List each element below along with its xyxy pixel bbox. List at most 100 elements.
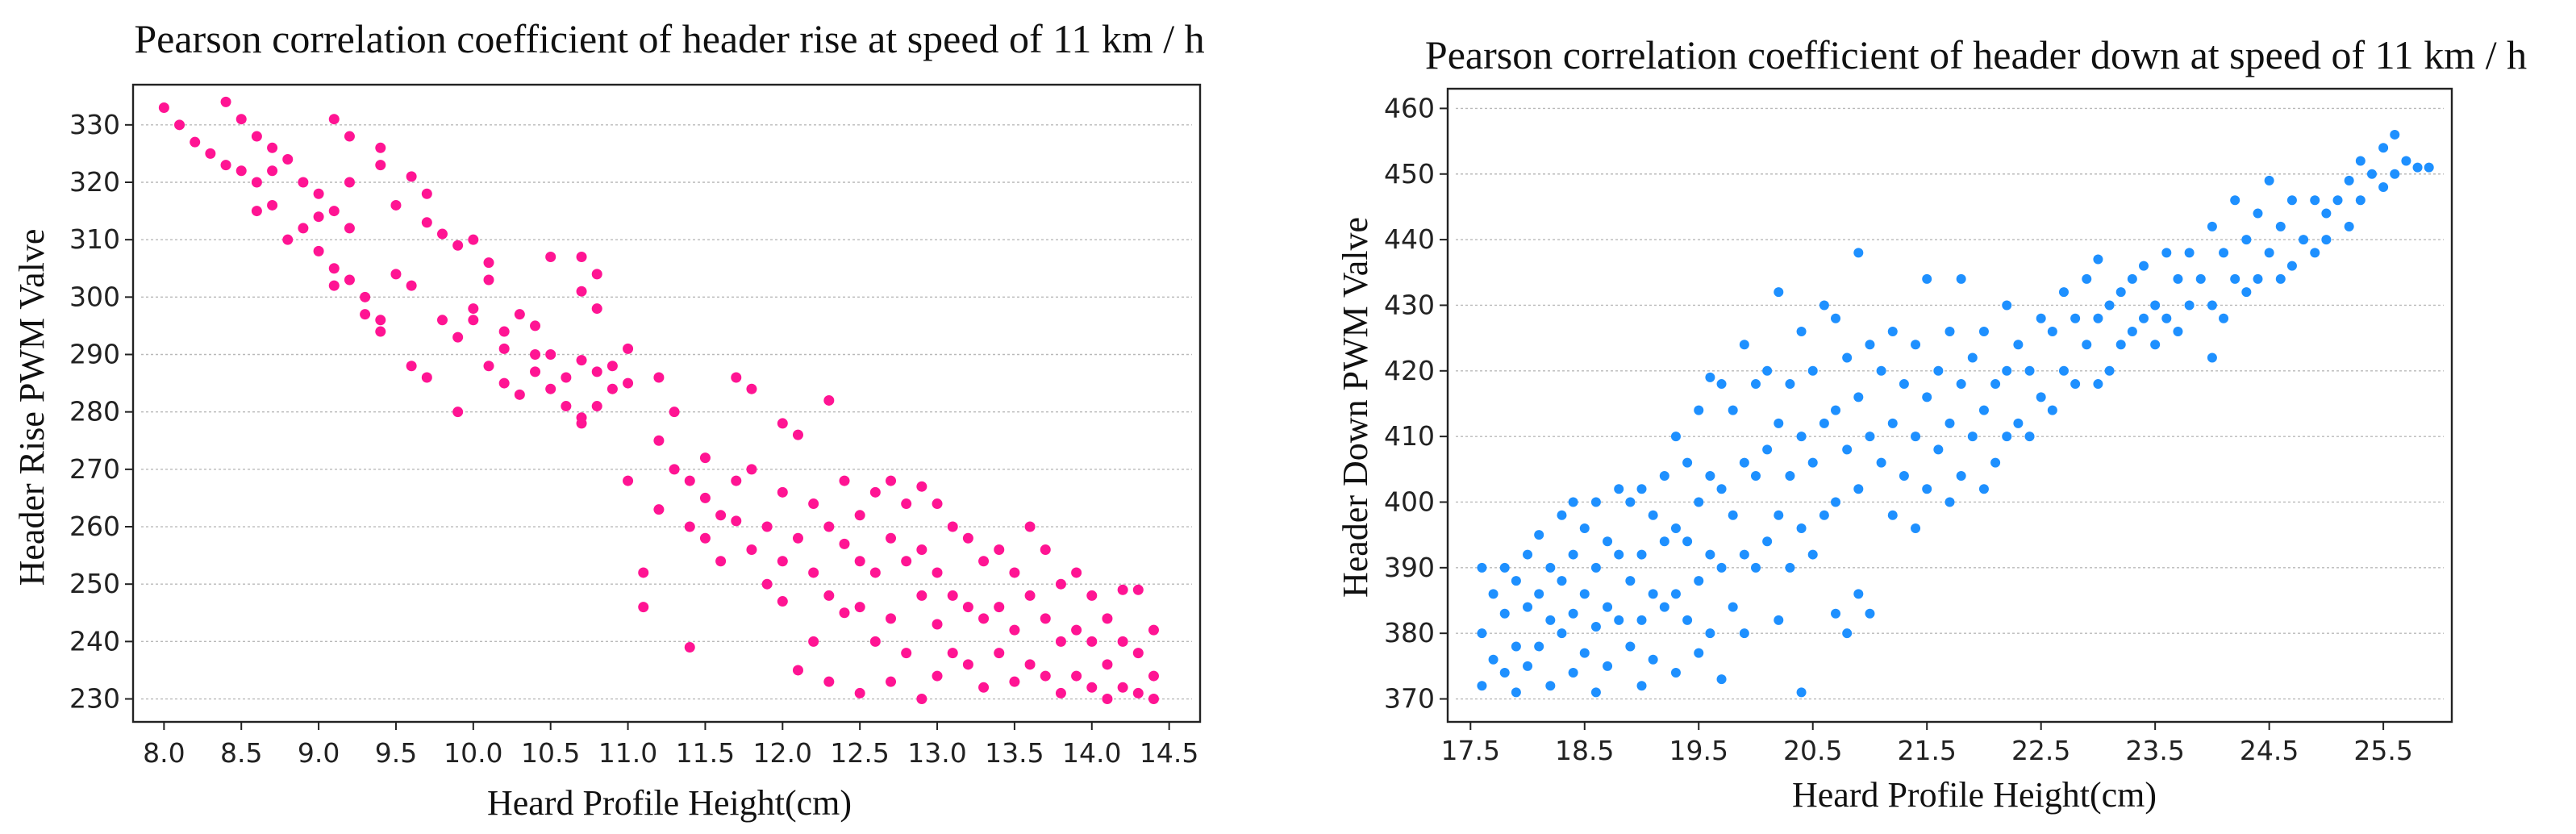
data-point xyxy=(1774,418,1784,428)
data-point xyxy=(1511,687,1521,698)
data-point xyxy=(653,504,665,515)
data-point xyxy=(1762,365,1773,376)
data-point xyxy=(1102,613,1113,624)
data-point xyxy=(1728,405,1738,415)
data-point xyxy=(823,521,835,532)
data-point xyxy=(1117,636,1128,647)
data-point xyxy=(653,435,665,446)
data-point xyxy=(777,556,788,567)
data-point xyxy=(746,544,757,555)
data-point xyxy=(808,636,819,647)
y-tick-label: 320 xyxy=(69,166,120,198)
data-point xyxy=(2013,340,2024,350)
data-point xyxy=(2230,273,2240,284)
data-point xyxy=(1488,589,1498,599)
data-point xyxy=(514,389,525,400)
data-point xyxy=(468,303,479,315)
data-point xyxy=(591,303,602,315)
data-point xyxy=(1762,536,1773,547)
data-point xyxy=(421,188,432,199)
data-point xyxy=(1978,405,1989,415)
data-point xyxy=(962,659,973,670)
data-point xyxy=(576,252,587,263)
x-axis-label: Heard Profile Height(cm) xyxy=(1792,775,2157,815)
data-point xyxy=(1796,326,1807,336)
data-point xyxy=(2070,313,2081,323)
data-point xyxy=(901,648,912,659)
data-point xyxy=(1603,661,1613,671)
data-point xyxy=(2002,432,2012,442)
x-tick-label: 18.5 xyxy=(1555,735,1614,766)
data-point xyxy=(623,343,634,354)
data-point xyxy=(591,366,602,377)
data-point xyxy=(1978,326,1989,336)
data-point xyxy=(436,228,448,240)
data-point xyxy=(190,136,201,148)
data-point xyxy=(2115,340,2126,350)
data-point xyxy=(1579,648,1590,658)
data-point xyxy=(313,245,324,256)
data-point xyxy=(2219,248,2229,258)
plot-frame xyxy=(1446,87,2453,723)
data-point xyxy=(1102,659,1113,670)
data-point xyxy=(2355,156,2366,166)
data-point xyxy=(623,475,634,486)
data-point xyxy=(1071,567,1082,578)
data-point xyxy=(653,372,665,383)
data-point xyxy=(1148,670,1159,682)
data-point xyxy=(1148,694,1159,705)
data-point xyxy=(236,165,247,177)
data-point xyxy=(251,131,262,142)
data-point xyxy=(699,452,711,464)
x-tick-label: 9.5 xyxy=(375,737,417,769)
data-point xyxy=(1911,340,1921,350)
data-point xyxy=(1716,674,1727,685)
data-point xyxy=(1774,510,1784,520)
data-point xyxy=(2366,169,2377,179)
data-point xyxy=(962,602,973,613)
data-point xyxy=(1876,457,1886,468)
data-point xyxy=(1614,549,1624,560)
data-point xyxy=(406,171,417,182)
data-point xyxy=(205,148,216,159)
data-point xyxy=(2058,365,2069,376)
data-point xyxy=(1853,589,1864,599)
data-point xyxy=(2378,143,2389,153)
data-point xyxy=(2093,313,2103,323)
x-tick-label: 11.5 xyxy=(676,737,735,769)
data-point xyxy=(2344,175,2354,186)
data-point xyxy=(777,596,788,607)
y-tick-label: 270 xyxy=(69,453,120,485)
data-point xyxy=(2150,340,2161,350)
x-tick-label: 8.0 xyxy=(143,737,185,769)
data-point xyxy=(2036,313,2046,323)
data-point xyxy=(1148,624,1159,636)
data-point xyxy=(344,223,355,234)
data-point xyxy=(1659,536,1669,547)
data-point xyxy=(1694,405,1704,415)
data-point xyxy=(561,372,572,383)
data-point xyxy=(2036,392,2046,402)
data-point xyxy=(684,641,695,653)
data-point xyxy=(1040,544,1051,555)
data-point xyxy=(1785,379,1795,390)
data-point xyxy=(1865,608,1875,619)
data-point xyxy=(1819,510,1829,520)
y-axis-label: Header Rise PWM Valve xyxy=(12,229,52,586)
data-point xyxy=(932,498,943,510)
data-point xyxy=(669,464,680,475)
data-point xyxy=(1842,352,1853,363)
data-point xyxy=(1086,682,1098,693)
data-point xyxy=(1819,418,1829,428)
data-point xyxy=(483,361,494,372)
data-point xyxy=(1590,562,1601,573)
data-point xyxy=(1579,589,1590,599)
data-point xyxy=(2002,300,2012,311)
data-point xyxy=(1785,470,1795,481)
data-point xyxy=(1086,590,1098,601)
data-point xyxy=(220,160,231,171)
data-point xyxy=(2332,195,2343,206)
y-tick-label: 250 xyxy=(69,568,120,599)
data-point xyxy=(1831,405,1841,415)
data-point xyxy=(1511,576,1521,586)
